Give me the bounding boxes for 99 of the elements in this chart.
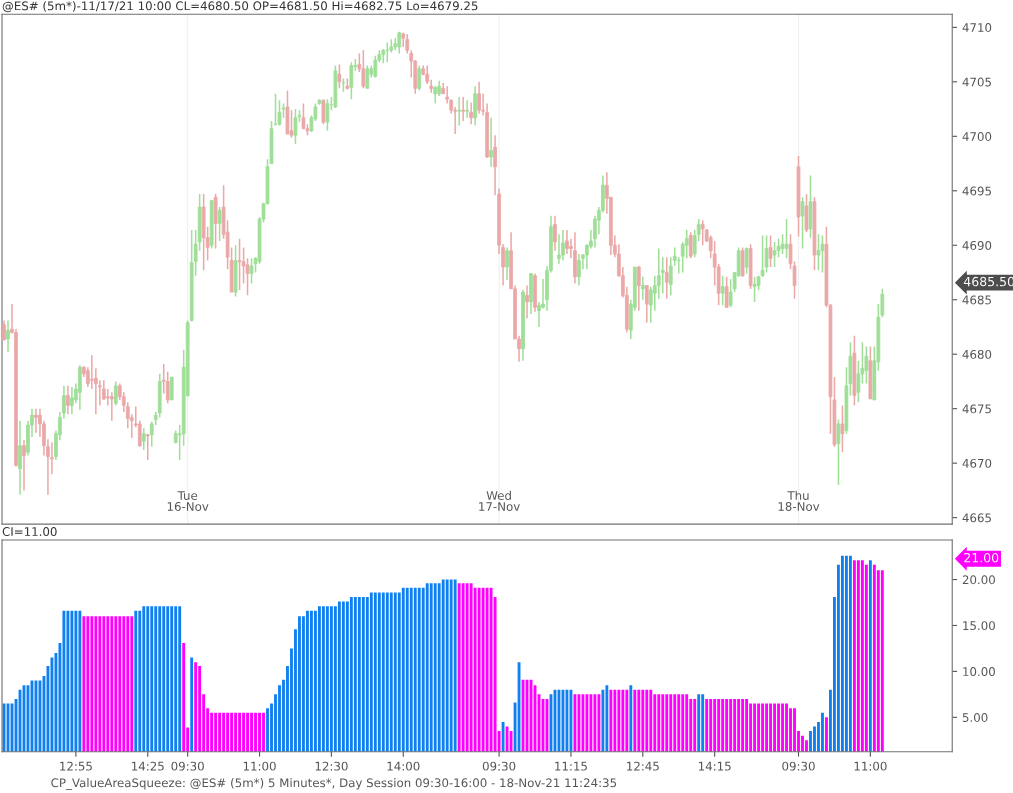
chart-title: CI=11.00 [2,527,57,537]
candlestick [744,246,749,275]
candlestick [249,257,254,285]
candlestick [141,427,146,451]
candlestick [349,61,354,101]
x-tick-label: 14:25 [132,761,164,771]
candlestick [473,85,477,127]
candlestick [640,276,645,301]
y-tick-label: 4685 [962,295,991,305]
candlestick [820,234,825,274]
candlestick [752,276,757,303]
x-tick-label: 09:30 [482,761,516,771]
y-tick-label: 10.00 [963,667,995,677]
candlestick [461,96,466,122]
y-tick-label: 4680 [962,349,992,359]
candlestick [800,196,805,250]
candlestick [836,418,841,486]
candlestick [724,276,729,309]
candlestick [804,193,809,233]
candlestick [780,233,785,255]
x-tick-label: 12:30 [315,761,348,771]
y-tick-label: 4675 [962,404,991,414]
candlestick [864,345,869,385]
y-tick-label: 4710 [962,23,992,32]
candlestick [768,234,773,268]
candlestick [465,99,469,119]
candlestick [325,98,330,132]
candlestick [840,404,845,454]
candlestick [165,370,170,405]
candlestick [784,218,789,260]
candlestick [489,117,493,168]
candlestick [34,407,38,434]
candlestick [361,49,366,90]
candlestick [66,385,70,415]
candlestick [18,419,22,496]
x-tick-label: 11:15 [555,761,587,771]
candlestick [644,284,649,324]
candlestick [6,319,10,353]
x-tick-label: 12:45 [627,761,659,771]
candlestick [237,237,242,291]
x-tick-label: Tue 16-Nov [167,491,209,511]
candlestick [109,391,114,422]
x-tick-label: 14:15 [698,761,731,771]
candlestick [772,241,777,268]
candlestick [457,96,462,127]
candlestick [321,98,326,126]
candlestick [700,219,705,247]
x-tick-label: 14:00 [387,761,420,771]
candlestick [688,231,693,260]
candlestick [553,215,557,252]
candlestick [90,354,94,390]
candlestick [105,388,110,407]
text: CP_ValueAreaSqueeze: @ES# (5m*) 5 Minutes*, Day Session 09:30-16:00 - 18-Nov-21 11:24:35 [51,778,617,790]
candlestick [728,278,733,309]
candlestick [664,256,669,300]
x-tick-label: 09:30 [782,761,815,771]
y-tick-label: 4695 [962,186,991,196]
y-tick-label: 5.00 [962,713,988,722]
x-tick-label: 11:00 [854,761,887,771]
y-tick-label: 4670 [962,458,992,468]
candlestick [477,81,481,115]
candlestick [505,246,509,281]
candlestick [537,301,541,328]
candlestick [764,234,769,274]
candlestick [145,432,150,461]
x-tick-label: Thu 18-Nov [778,490,820,511]
candlestick [22,439,26,492]
candlestick [720,274,725,306]
y-tick-label: 15.00 [963,621,995,631]
candlestick [469,101,473,126]
x-tick-label: 09:30 [171,761,204,771]
candlestick [169,376,174,401]
y-tick-label: 4705 [962,77,991,87]
candlestick [293,108,298,145]
candlestick [429,78,434,94]
candlestick [101,379,106,401]
text: 21.00 [964,552,999,563]
chart-title: @ES# (5m*)-11/17/21 10:00 CL=4680.50 OP=4681.50 Hi=4682.75 Lo=4679.25 [2,1,478,13]
candlestick [365,64,370,90]
y-tick-label: 4690 [962,240,992,250]
candlestick [217,206,222,242]
candlestick [289,109,294,139]
candlestick [856,359,861,403]
candlestick [816,233,821,272]
candlestick [113,380,118,407]
candlestick [561,229,565,262]
candlestick [337,63,342,90]
candlestick [525,284,529,320]
y-tick-label: 20.00 [962,575,995,585]
candlestick [70,386,74,415]
candlestick [577,253,581,287]
candlestick [684,229,689,260]
candlestick [557,233,561,265]
x-tick-label: 11:00 [243,761,276,771]
candlestick [565,229,569,255]
x-tick-label: Wed 17-Nov [479,490,520,511]
y-tick-label: 4700 [962,132,992,141]
x-tick-label: 12:55 [60,761,92,771]
y-tick-label: 4665 [962,513,991,523]
